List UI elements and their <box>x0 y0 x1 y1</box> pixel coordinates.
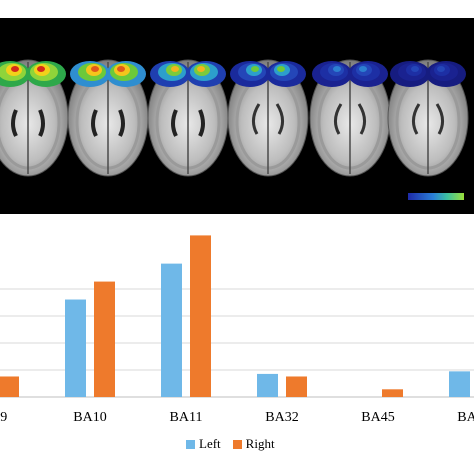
legend-label-left: Left <box>199 436 221 451</box>
brain-slices-image <box>0 59 469 200</box>
bar-right-ba11 <box>190 235 211 397</box>
activation-blob <box>312 61 388 87</box>
brain-slice <box>309 59 391 177</box>
bar-left-ba46 <box>449 371 470 397</box>
x-tick-label: BA11 <box>170 410 203 425</box>
activation-blob <box>70 61 146 87</box>
legend-item-left: Left <box>186 436 221 452</box>
x-tick-label: BA10 <box>73 410 106 425</box>
x-tick-label: BA32 <box>265 410 298 425</box>
brain-slice <box>147 59 229 177</box>
bar-right-ba32 <box>286 376 307 397</box>
chart-legend: Left Right <box>186 436 281 452</box>
brain-slice <box>67 59 149 177</box>
x-tick-label: BA9 <box>0 410 7 425</box>
bar-right-ba45 <box>382 389 403 397</box>
legend-label-right: Right <box>245 436 275 451</box>
brain-slice <box>227 59 309 177</box>
bar-left-ba11 <box>161 263 182 397</box>
legend-swatch-right <box>232 439 242 449</box>
bar-right-ba10 <box>94 281 115 397</box>
legend-item-right: Right <box>232 436 275 452</box>
colorbar <box>408 193 464 200</box>
brain-slice <box>387 59 469 177</box>
activation-blob <box>0 61 66 87</box>
activation-blob <box>230 61 306 87</box>
x-tick-label: BA45 <box>361 410 394 425</box>
brain-slice <box>0 59 69 177</box>
activation-blob <box>150 61 226 87</box>
colorbar-tick-label: 1 <box>414 217 420 229</box>
bar-left-ba32 <box>257 373 278 397</box>
x-tick-label: BA46 <box>457 410 474 425</box>
legend-swatch-left <box>186 439 195 449</box>
bar-right-ba9 <box>0 376 19 397</box>
brain-slices-panel: 1 <box>0 18 474 229</box>
bar-left-ba10 <box>65 299 86 397</box>
activation-blob <box>390 61 466 87</box>
bar-chart: BA9 BA10 BA11 BA32 BA45 BA46 <box>0 235 474 425</box>
